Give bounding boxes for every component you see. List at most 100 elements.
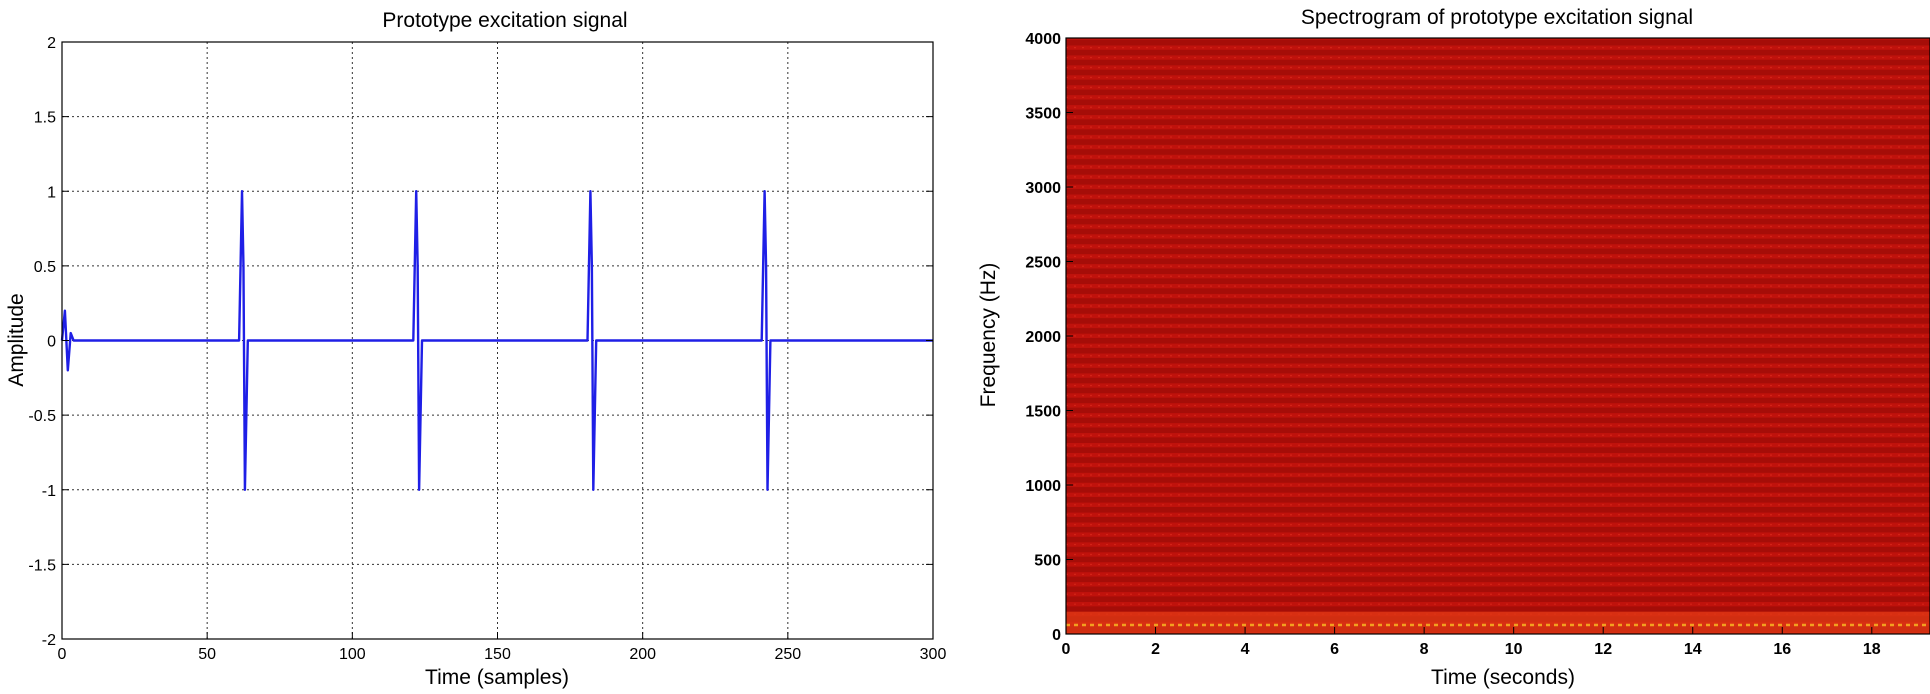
spectrogram-x-tick-label: 14: [1684, 641, 1702, 658]
spectrogram-dark-band: [1066, 357, 1930, 364]
spectrogram-y-tick-label: 4000: [1025, 31, 1061, 48]
spectrogram-dark-band: [1066, 169, 1930, 175]
spectrogram-y-tick-label: 1000: [1025, 478, 1061, 495]
signal-y-tick-label: 2: [47, 35, 56, 52]
spectrogram-y-ticks: 4000 3500 3000 2500 2000 1500 1000 500 0: [1025, 31, 1073, 644]
spectrogram-x-axis-label: Time (seconds): [1431, 666, 1575, 689]
spectrogram-dark-band: [1066, 387, 1930, 394]
spectrogram-dark-band: [1066, 99, 1930, 106]
spectrogram-dark-band: [1066, 179, 1930, 185]
spectrogram-y-tick-label: 3500: [1025, 106, 1061, 123]
spectrogram-dark-band: [1066, 467, 1930, 473]
spectrogram-y-axis-label: Frequency (Hz): [977, 263, 1000, 408]
spectrogram-y-tick-label: 3000: [1025, 180, 1061, 197]
spectrogram-dark-band: [1066, 139, 1930, 145]
spectrogram-x-tick-label: 0: [1062, 641, 1071, 658]
signal-y-tick-label: -1.5: [28, 557, 56, 574]
signal-y-tick-label: 1: [47, 184, 56, 201]
spectrogram-x-tick-label: 4: [1241, 641, 1250, 658]
spectrogram-dark-band: [1066, 497, 1930, 503]
spectrogram-dark-band: [1066, 39, 1930, 46]
spectrogram-dark-band: [1066, 586, 1930, 593]
signal-series: [60, 190, 933, 491]
spectrogram-dark-band: [1066, 248, 1930, 255]
signal-y-tick-label: -0.5: [28, 408, 56, 425]
spectrogram-dark-band: [1066, 377, 1930, 384]
signal-x-tick-label: 250: [774, 646, 801, 663]
spectrogram-x-tick-label: 12: [1594, 641, 1612, 658]
spectrogram-dark-band: [1066, 238, 1930, 245]
spectrogram-dark-band: [1066, 407, 1930, 414]
spectrogram-dark-band: [1066, 516, 1930, 523]
spectrogram-dark-band: [1066, 59, 1930, 66]
spectrogram-x-tick-label: 8: [1420, 641, 1429, 658]
spectrogram-y-tick-label: 500: [1034, 553, 1061, 570]
spectrogram-dark-band: [1066, 89, 1930, 96]
signal-y-ticks: 2 1.5 1 0.5 0 -0.5 -1 -1.5 -2: [28, 35, 933, 649]
spectrogram-dark-band: [1066, 347, 1930, 354]
signal-x-tick-label: 0: [58, 646, 67, 663]
spectrogram-dark-band: [1066, 338, 1930, 344]
spectrogram-dark-band: [1066, 149, 1930, 155]
spectrogram-dark-band: [1066, 218, 1930, 225]
signal-y-tick-label: 1.5: [34, 110, 56, 127]
spectrogram-dark-band: [1066, 536, 1930, 543]
signal-x-tick-label: 150: [484, 646, 511, 663]
spectrogram-y-tick-label: 0: [1052, 627, 1061, 644]
spectrogram-x-tick-label: 2: [1151, 641, 1160, 658]
spectrogram-dark-band: [1066, 576, 1930, 583]
signal-chart: Prototype excitation signal 2 1.5 1 0.5 0 -0.…: [5, 9, 946, 689]
spectrogram-dark-band: [1066, 546, 1930, 553]
signal-x-axis-label: Time (samples): [425, 666, 569, 689]
signal-x-ticks: 0 50 100 150 200 250 300: [58, 632, 947, 663]
spectrogram-dark-band: [1066, 288, 1930, 294]
spectrogram-y-tick-label: 1500: [1025, 404, 1061, 421]
spectrogram-dark-band: [1066, 228, 1930, 235]
spectrogram-dark-band: [1066, 119, 1930, 125]
spectrogram-dark-band: [1066, 129, 1930, 135]
spectrogram-dark-band: [1066, 208, 1930, 215]
spectrogram-x-tick-label: 16: [1773, 641, 1791, 658]
spectrogram-dark-band: [1066, 447, 1930, 453]
spectrogram-dark-band: [1066, 477, 1930, 483]
spectrogram-dark-band: [1066, 397, 1930, 404]
spectrogram-x-ticks: 0 2 4 6 8 10 12 14 16 18: [1062, 627, 1881, 658]
spectrogram-y-tick-label: 2000: [1025, 329, 1061, 346]
spectrogram-dark-band: [1066, 298, 1930, 304]
spectrogram-dark-band: [1066, 109, 1930, 116]
spectrogram-dark-band: [1066, 487, 1930, 493]
spectrogram-x-tick-label: 10: [1505, 641, 1523, 658]
spectrogram-dark-band: [1066, 159, 1930, 165]
signal-x-tick-label: 50: [198, 646, 216, 663]
spectrogram-dark-band: [1066, 506, 1930, 513]
spectrogram-dark-band: [1066, 49, 1930, 56]
spectrogram-dark-band: [1066, 417, 1930, 424]
signal-y-tick-label: 0.5: [34, 259, 56, 276]
spectrogram-dark-band: [1066, 278, 1930, 284]
signal-x-tick-label: 200: [629, 646, 656, 663]
spectrogram-low-band: [1066, 611, 1930, 634]
spectrogram-dark-band: [1066, 437, 1930, 443]
signal-y-tick-label: -1: [42, 483, 56, 500]
spectrogram-dark-band: [1066, 556, 1930, 563]
spectrogram-dark-band: [1066, 596, 1930, 602]
spectrogram-dark-band: [1066, 198, 1930, 205]
spectrogram-dark-band: [1066, 367, 1930, 374]
signal-x-tick-label: 100: [339, 646, 366, 663]
spectrogram-heatmap: [1066, 38, 1930, 634]
spectrogram-dark-band: [1066, 258, 1930, 265]
spectrogram-dark-band: [1066, 268, 1930, 275]
spectrogram-dark-band: [1066, 188, 1930, 195]
signal-chart-title: Prototype excitation signal: [382, 9, 627, 32]
signal-line: [60, 190, 933, 491]
spectrogram-dark-band: [1066, 328, 1930, 334]
spectrogram-title: Spectrogram of prototype excitation sign…: [1301, 6, 1693, 29]
signal-x-tick-label: 300: [920, 646, 947, 663]
spectrogram-dark-band: [1066, 526, 1930, 533]
spectrogram-dark-band: [1066, 427, 1930, 434]
signal-y-tick-label: 0: [47, 334, 56, 351]
spectrogram-x-tick-label: 18: [1863, 641, 1881, 658]
spectrogram-dark-band: [1066, 308, 1930, 314]
spectrogram-dark-band: [1066, 457, 1930, 463]
